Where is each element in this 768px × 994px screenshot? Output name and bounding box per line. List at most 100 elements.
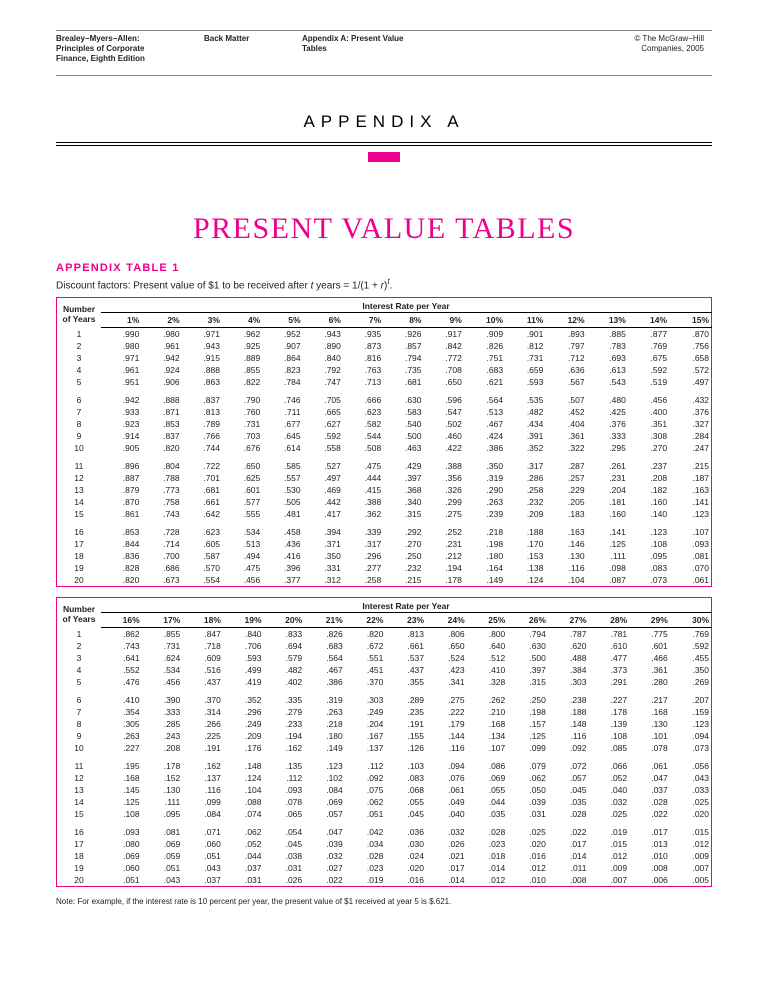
value-cell: .135 xyxy=(264,760,305,772)
year-cell: 1 xyxy=(57,628,102,641)
value-cell: .451 xyxy=(345,664,386,676)
value-cell: .661 xyxy=(385,640,426,652)
value-cell: .073 xyxy=(670,742,712,754)
value-cell: .826 xyxy=(304,628,345,641)
year-cell: 16 xyxy=(57,526,102,538)
value-cell: .326 xyxy=(424,484,464,496)
value-cell: .402 xyxy=(264,676,305,688)
value-cell: .148 xyxy=(223,760,264,772)
value-cell: .335 xyxy=(264,694,305,706)
value-cell: .915 xyxy=(182,352,222,364)
value-cell: .031 xyxy=(264,862,305,874)
value-cell: .713 xyxy=(343,376,383,388)
value-cell: .036 xyxy=(385,826,426,838)
value-cell: .773 xyxy=(141,484,181,496)
value-cell: .564 xyxy=(304,652,345,664)
value-cell: .583 xyxy=(383,406,423,418)
value-cell: .130 xyxy=(629,718,670,730)
table-row: 20.820.673.554.456.377.312.258.215.178.1… xyxy=(57,574,712,587)
value-cell: .243 xyxy=(142,730,183,742)
value-cell: .909 xyxy=(464,328,505,341)
value-cell: .227 xyxy=(589,694,630,706)
value-cell: .262 xyxy=(467,694,508,706)
value-cell: .010 xyxy=(507,874,548,887)
value-cell: .005 xyxy=(670,874,712,887)
value-cell: .557 xyxy=(262,472,302,484)
value-cell: .370 xyxy=(345,676,386,688)
value-cell: .820 xyxy=(141,442,181,454)
value-cell: .368 xyxy=(383,484,423,496)
value-cell: .477 xyxy=(589,652,630,664)
value-cell: .017 xyxy=(426,862,467,874)
value-cell: .231 xyxy=(587,472,628,484)
value-cell: .108 xyxy=(101,808,142,820)
rate-header: 4% xyxy=(222,313,262,328)
value-cell: .101 xyxy=(629,730,670,742)
value-cell: .218 xyxy=(304,718,345,730)
value-cell: .962 xyxy=(222,328,262,341)
value-cell: .006 xyxy=(629,874,670,887)
value-cell: .087 xyxy=(587,574,628,587)
value-cell: .134 xyxy=(467,730,508,742)
value-cell: .204 xyxy=(345,718,386,730)
value-cell: .092 xyxy=(345,772,386,784)
value-cell: .123 xyxy=(304,760,345,772)
value-cell: .500 xyxy=(507,652,548,664)
value-cell: .333 xyxy=(587,430,628,442)
value-cell: .789 xyxy=(182,418,222,430)
page: Brealey−Myers−Allen: Principles of Corpo… xyxy=(0,0,768,926)
value-cell: .093 xyxy=(669,538,711,550)
year-cell: 20 xyxy=(57,574,102,587)
value-cell: .475 xyxy=(222,562,262,574)
value-cell: .376 xyxy=(669,406,711,418)
value-cell: .917 xyxy=(424,328,464,341)
value-cell: .093 xyxy=(101,826,142,838)
value-cell: .456 xyxy=(628,394,669,406)
value-cell: .756 xyxy=(669,340,711,352)
value-cell: .181 xyxy=(587,496,628,508)
value-cell: .889 xyxy=(222,352,262,364)
table-row: 8.305.285.266.249.233.218.204.191.179.16… xyxy=(57,718,712,730)
table-row: 4.961.924.888.855.823.792.763.735.708.68… xyxy=(57,364,712,376)
value-cell: .025 xyxy=(507,826,548,838)
value-cell: .373 xyxy=(589,664,630,676)
value-cell: .630 xyxy=(507,640,548,652)
appendix-label: APPENDIX A xyxy=(56,112,712,132)
rate-header: 7% xyxy=(343,313,383,328)
value-cell: .397 xyxy=(507,664,548,676)
value-cell: .194 xyxy=(264,730,305,742)
value-cell: .864 xyxy=(262,352,302,364)
value-cell: .124 xyxy=(505,574,545,587)
rate-header: 11% xyxy=(505,313,545,328)
value-cell: .990 xyxy=(101,328,141,341)
years-header: Numberof Years xyxy=(57,298,102,328)
value-cell: .250 xyxy=(383,550,423,562)
table-row: 5.951.906.863.822.784.747.713.681.650.62… xyxy=(57,376,712,388)
table-row: 14.125.111.099.088.078.069.062.055.049.0… xyxy=(57,796,712,808)
year-cell: 11 xyxy=(57,460,102,472)
value-cell: .614 xyxy=(262,442,302,454)
rate-header: 1% xyxy=(101,313,141,328)
value-cell: .208 xyxy=(628,472,669,484)
footnote: Note: For example, if the interest rate … xyxy=(56,897,712,906)
value-cell: .456 xyxy=(222,574,262,587)
value-cell: .103 xyxy=(385,760,426,772)
value-cell: .028 xyxy=(345,850,386,862)
value-cell: .923 xyxy=(101,418,141,430)
value-cell: .111 xyxy=(587,550,628,562)
value-cell: .862 xyxy=(101,628,142,641)
value-cell: .079 xyxy=(507,760,548,772)
value-cell: .094 xyxy=(426,760,467,772)
value-cell: .012 xyxy=(670,838,712,850)
value-cell: .023 xyxy=(345,862,386,874)
value-cell: .731 xyxy=(505,352,545,364)
value-cell: .065 xyxy=(264,808,305,820)
value-cell: .019 xyxy=(345,874,386,887)
value-cell: .901 xyxy=(505,328,545,341)
value-cell: .218 xyxy=(464,526,505,538)
value-cell: .642 xyxy=(182,508,222,520)
rate-header: 13% xyxy=(587,313,628,328)
value-cell: .712 xyxy=(545,352,586,364)
value-cell: .861 xyxy=(101,508,141,520)
year-cell: 13 xyxy=(57,784,102,796)
